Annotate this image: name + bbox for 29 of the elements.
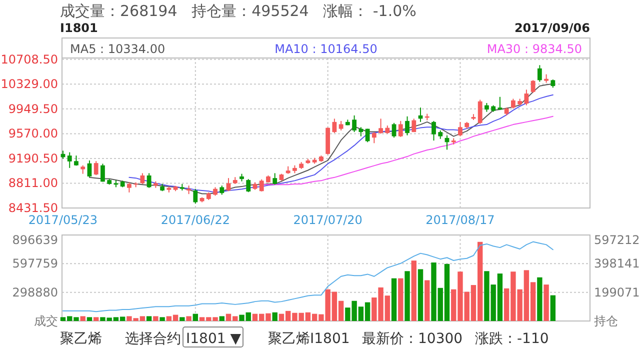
text: 最新价：10300 <box>362 331 463 347</box>
y-tick-label: 10708.50 <box>0 52 58 66</box>
y2-tick-label: 持仓 <box>594 314 618 328</box>
y2-tick-label: 597212 <box>594 233 640 247</box>
y-tick-label: 10329.00 <box>0 77 58 92</box>
y2-tick-label: 199071 <box>594 285 640 300</box>
text: 聚乙烯 <box>60 331 102 347</box>
chart-title: 成交量：268194 持仓量：495524 涨幅： -1.0% <box>60 2 416 20</box>
chart-subtitle: I1801 <box>60 21 98 35</box>
x-tick-label: 2017/05/23 <box>28 213 98 227</box>
y-tick-label: 成交 <box>34 314 58 328</box>
legend: MA5 : 10334.00 MA10 : 10164.50 MA30 : 9834.50 <box>62 38 590 58</box>
y-tick-label: 298880 <box>12 285 58 300</box>
y-tick-label: 8811.00 <box>8 176 58 190</box>
x-tick-label: 2017/06/22 <box>160 213 230 227</box>
text: 选择合约 <box>125 331 181 347</box>
x-tick-label: 2017/08/17 <box>426 213 495 227</box>
text: 涨跌：-110 <box>475 331 549 347</box>
y2-tick-label: 398141 <box>594 256 640 271</box>
y-tick-label: 9949.50 <box>8 102 58 116</box>
text: 聚乙烯I1801 <box>268 331 350 347</box>
y-tick-label: 9190.50 <box>8 151 58 166</box>
x-tick-label: 2017/07/20 <box>293 213 362 227</box>
y-tick-label: 597759 <box>12 256 58 271</box>
text: I1801 ▼ <box>186 331 242 347</box>
y-tick-label: 8431.50 <box>8 201 58 215</box>
y-tick-label: 896639 <box>12 233 58 247</box>
y-tick-label: 9570.00 <box>8 126 58 141</box>
text: 2017/09/06 <box>514 21 590 35</box>
